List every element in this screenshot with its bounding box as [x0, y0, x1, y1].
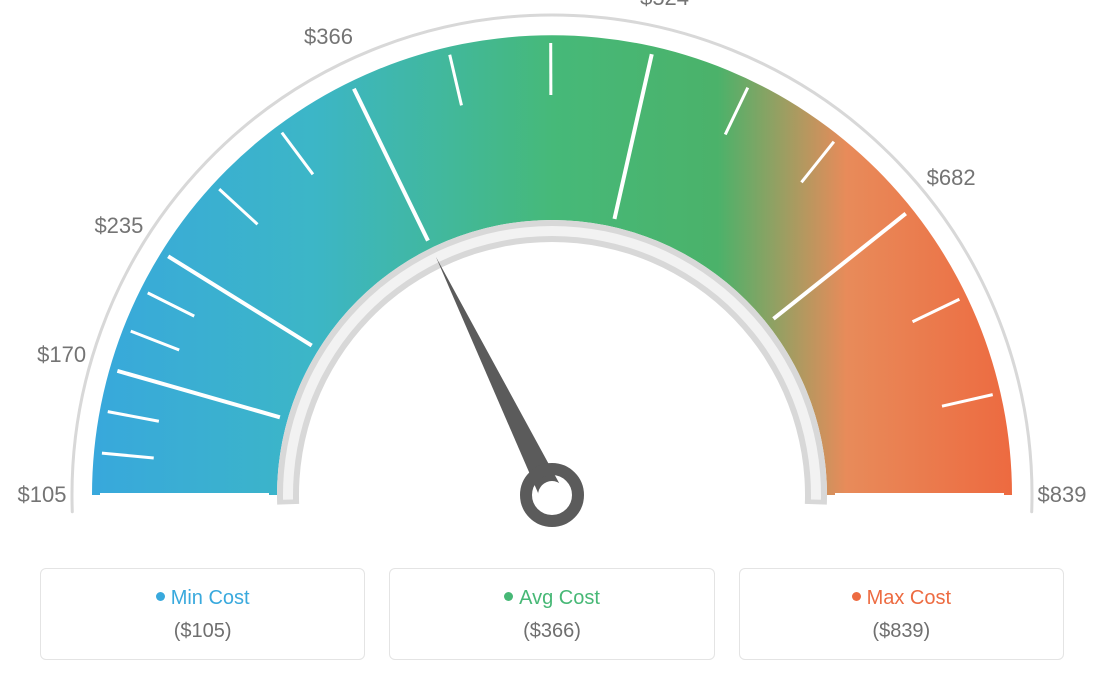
dot-icon	[852, 592, 861, 601]
gauge-tick-label: $105	[18, 482, 67, 508]
gauge-tick-label: $682	[927, 165, 976, 191]
legend-max-value: ($839)	[750, 620, 1053, 643]
legend-row: Min Cost ($105) Avg Cost ($366) Max Cost…	[40, 568, 1064, 660]
gauge-tick-label: $366	[304, 24, 353, 50]
legend-min-title: Min Cost	[51, 587, 354, 610]
legend-avg: Avg Cost ($366)	[389, 568, 714, 660]
dot-icon	[504, 592, 513, 601]
legend-avg-label: Avg Cost	[519, 587, 600, 609]
gauge-tick-label: $524	[640, 0, 689, 11]
legend-max-label: Max Cost	[867, 587, 951, 609]
dot-icon	[156, 592, 165, 601]
gauge-area: $105 $170 $235 $366 $524 $682 $839	[0, 0, 1104, 560]
gauge-tick-label: $170	[37, 342, 86, 368]
gauge-svg	[0, 0, 1104, 560]
legend-min-label: Min Cost	[171, 587, 250, 609]
legend-min: Min Cost ($105)	[40, 568, 365, 660]
legend-avg-value: ($366)	[400, 620, 703, 643]
cost-gauge-chart: { "gauge": { "type": "gauge", "center_x"…	[0, 0, 1104, 690]
gauge-tick-label: $839	[1038, 482, 1087, 508]
legend-min-value: ($105)	[51, 620, 354, 643]
gauge-tick-label: $235	[94, 213, 143, 239]
legend-max: Max Cost ($839)	[739, 568, 1064, 660]
legend-max-title: Max Cost	[750, 587, 1053, 610]
legend-avg-title: Avg Cost	[400, 587, 703, 610]
